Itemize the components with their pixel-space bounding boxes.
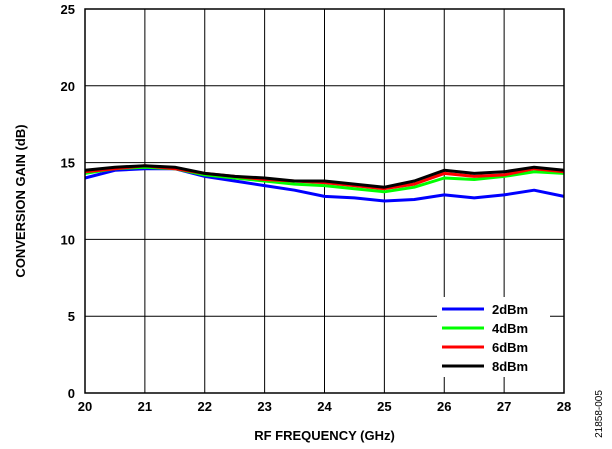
y-tick-label: 0 xyxy=(68,386,75,401)
legend-label: 4dBm xyxy=(492,321,528,336)
x-tick-label: 22 xyxy=(198,399,212,414)
x-tick-label: 23 xyxy=(257,399,271,414)
x-tick-label: 25 xyxy=(377,399,391,414)
x-axis-label: RF FREQUENCY (GHz) xyxy=(254,428,395,443)
x-tick-label: 28 xyxy=(557,399,571,414)
x-tick-label: 21 xyxy=(138,399,152,414)
legend-label: 8dBm xyxy=(492,359,528,374)
x-tick-label: 27 xyxy=(497,399,511,414)
plot-frame xyxy=(84,8,565,394)
series-line-8dBm xyxy=(84,164,565,189)
y-tick-label: 25 xyxy=(61,2,75,17)
legend-label: 2dBm xyxy=(492,302,528,317)
y-tick-label: 10 xyxy=(61,232,75,247)
y-tick-label: 5 xyxy=(68,309,75,324)
figure-id: 21858-005 xyxy=(594,390,605,438)
legend-label: 6dBm xyxy=(492,340,528,355)
y-axis-label: CONVERSION GAIN (dB) xyxy=(13,124,28,277)
x-tick-label: 20 xyxy=(78,399,92,414)
x-tick-labels: 20 21 22 23 24 25 26 27 28 xyxy=(78,399,571,414)
x-tick-label: 26 xyxy=(437,399,451,414)
legend: 2dBm 4dBm 6dBm 8dBm xyxy=(437,297,550,377)
y-tick-label: 20 xyxy=(61,79,75,94)
series-lines xyxy=(84,164,565,203)
y-tick-labels: 0 5 10 15 20 25 xyxy=(61,2,75,401)
x-tick-label: 24 xyxy=(317,399,332,414)
y-tick-label: 15 xyxy=(61,156,75,171)
